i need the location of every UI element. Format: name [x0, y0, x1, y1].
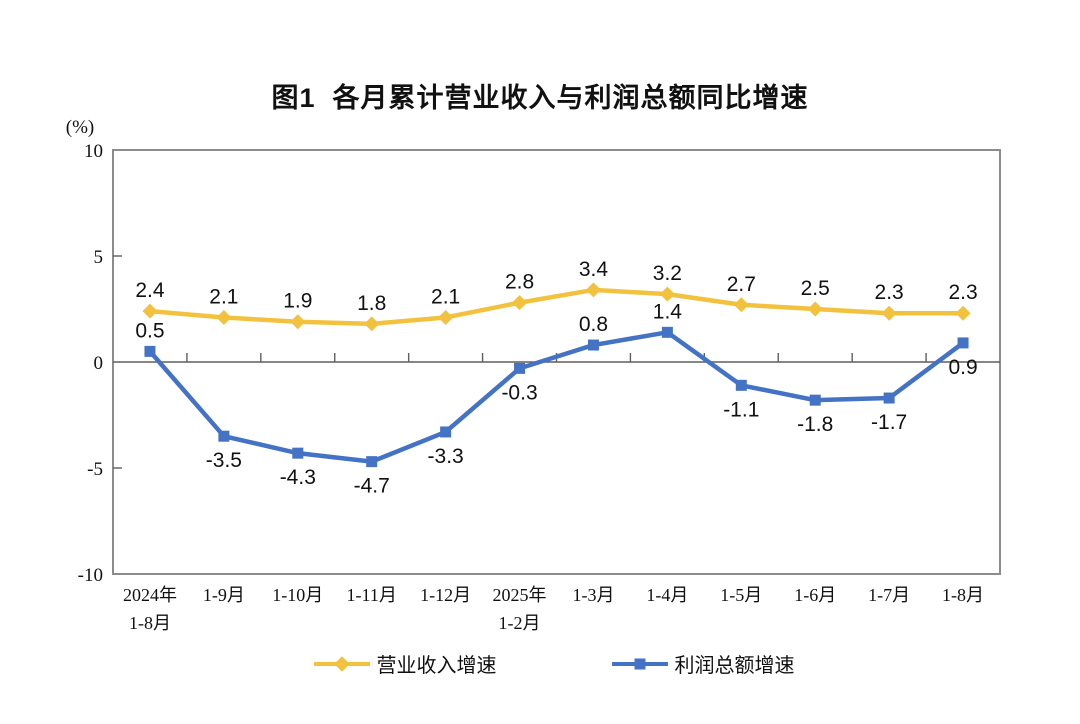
- legend-item-revenue: 营业收入增速: [313, 649, 497, 678]
- x-tick-label: 1-3月: [572, 585, 614, 605]
- data-label: 3.2: [653, 262, 682, 285]
- data-point-marker: [366, 456, 378, 468]
- x-tick-label: 1-8月: [942, 585, 984, 605]
- x-tick-label: 1-4月: [646, 585, 688, 605]
- data-label: -3.3: [428, 445, 464, 468]
- x-tick-label: 1-12月: [420, 585, 471, 605]
- data-label: -4.7: [354, 475, 390, 498]
- data-point-marker: [512, 295, 528, 311]
- data-point-marker: [144, 345, 156, 357]
- data-label: 2.3: [948, 281, 977, 304]
- y-tick-label: 0: [94, 353, 104, 374]
- data-point-marker: [883, 392, 895, 404]
- profit-line-swatch-icon: [611, 658, 668, 669]
- x-tick-label: 1-6月: [794, 585, 836, 605]
- data-point-marker: [955, 305, 971, 321]
- legend-label-revenue: 营业收入增速: [376, 655, 497, 677]
- data-label: 2.8: [505, 271, 534, 294]
- data-label: 1.8: [357, 292, 386, 315]
- legend-label-profit: 利润总额增速: [674, 655, 795, 677]
- data-point-marker: [438, 309, 454, 325]
- data-label: 3.4: [579, 258, 609, 281]
- data-label: -4.3: [280, 466, 316, 489]
- data-label: 2.1: [209, 285, 238, 308]
- data-label: 2.5: [801, 277, 830, 300]
- data-point-marker: [216, 309, 232, 325]
- y-tick-label: 5: [94, 247, 104, 268]
- data-label: 2.4: [135, 279, 165, 302]
- data-label: -0.3: [501, 381, 537, 404]
- data-point-marker: [440, 426, 452, 438]
- data-point-marker: [142, 303, 158, 319]
- x-axis-labels: 2024年 1-8月 1-9月 1-10月 1-11月 1-12月 2025年 1-2月 1-3…: [123, 585, 984, 633]
- square-marker-icon: [634, 658, 645, 669]
- data-point-marker: [807, 301, 823, 317]
- data-point-marker: [735, 379, 747, 391]
- legend-item-profit: 利润总额增速: [611, 649, 795, 678]
- data-label: 2.7: [727, 273, 756, 296]
- y-axis-unit-label: (%): [65, 117, 95, 138]
- x-tick-label: 2025年: [493, 585, 547, 605]
- data-point-marker: [733, 297, 749, 313]
- data-label: 0.5: [135, 319, 164, 342]
- data-point-marker: [514, 362, 526, 374]
- data-point-marker: [661, 326, 673, 338]
- data-point-marker: [659, 286, 675, 302]
- series-0: 2.4 2.1 1.9 1.8 2.1 2.8 3.4 3.2 2.7 2.5 2.3 2.3: [135, 258, 978, 332]
- data-point-marker: [218, 430, 230, 442]
- data-point-marker: [364, 316, 380, 332]
- data-label: -1.8: [797, 413, 833, 436]
- data-point-marker: [809, 394, 821, 406]
- x-tick-label: 1-11月: [347, 585, 397, 605]
- data-label: 2.3: [875, 281, 904, 304]
- data-point-marker: [290, 314, 306, 330]
- y-tick-label: 10: [84, 141, 103, 162]
- x-tick-label: 1-10月: [272, 585, 323, 605]
- data-label: -1.1: [723, 398, 759, 421]
- x-tick-label: 2024年: [123, 585, 177, 605]
- data-point-marker: [881, 305, 897, 321]
- y-axis-ticks: 10 5 0 -5 -10: [78, 141, 122, 586]
- revenue-line-swatch-icon: [313, 655, 370, 672]
- y-tick-label: -10: [78, 565, 103, 586]
- x-tick-label: 1-7月: [868, 585, 910, 605]
- series-line: [147, 287, 966, 327]
- data-label: -3.5: [206, 449, 242, 472]
- series-1: 0.5 -3.5 -4.3 -4.7 -3.3 -0.3 0.8 1.4 -1.1 -1.8 -1.…: [135, 300, 977, 497]
- data-label: 1.4: [653, 300, 683, 323]
- data-label: 2.1: [431, 285, 460, 308]
- data-label: 0.9: [948, 356, 977, 379]
- diamond-marker-icon: [333, 655, 350, 672]
- chart-legend: 营业收入增速 利润总额增速: [14, 649, 1080, 678]
- series-line: [147, 330, 966, 464]
- y-tick-label: -5: [87, 459, 103, 480]
- x-tick-label: 1-9月: [203, 585, 245, 605]
- data-point-marker: [585, 282, 601, 298]
- x-tick-label: 1-8月: [129, 613, 171, 633]
- data-point-marker: [957, 337, 969, 349]
- chart-title: 图1 各月累计营业收入与利润总额同比增速: [271, 83, 809, 113]
- x-tick-label: 1-5月: [720, 585, 762, 605]
- data-label: -1.7: [871, 411, 907, 434]
- data-label: 0.8: [579, 313, 608, 336]
- x-tick-label: 1-2月: [499, 613, 541, 633]
- data-point-marker: [587, 339, 599, 351]
- data-point-marker: [292, 447, 304, 459]
- data-label: 1.9: [283, 290, 312, 313]
